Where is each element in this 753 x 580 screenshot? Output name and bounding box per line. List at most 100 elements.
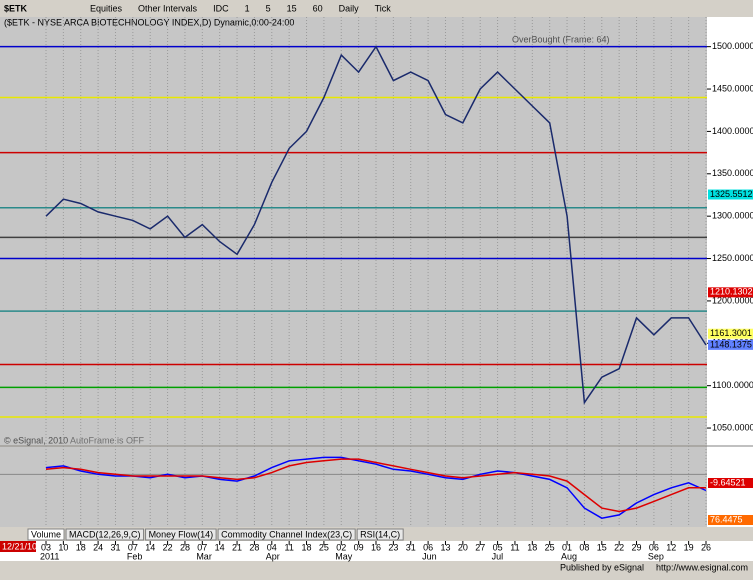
- y-tick-label: 1050.0000: [712, 422, 753, 432]
- y-tick-label: 1350.0000: [712, 168, 753, 178]
- price-label-box: [708, 189, 753, 200]
- toolbar-item[interactable]: Other Intervals: [138, 3, 198, 13]
- tab[interactable]: [65, 528, 145, 541]
- month-label: 2011: [40, 551, 59, 561]
- x-tick-label: 01: [562, 542, 572, 552]
- tab-label[interactable]: Volume: [31, 529, 61, 539]
- readout: -9.64521: [710, 477, 746, 487]
- tab[interactable]: [356, 528, 404, 541]
- y-tick-label: 1200.0000: [712, 295, 753, 305]
- x-tick-label: 10: [58, 542, 68, 552]
- x-tick-label: 23: [388, 542, 398, 552]
- annotation: AutoFrame is OFF: [70, 435, 145, 445]
- y-tick-label: 1500.0000: [712, 41, 753, 51]
- x-tick-label: 14: [145, 542, 155, 552]
- x-tick-label: 25: [545, 542, 555, 552]
- x-tick-label: 18: [527, 542, 537, 552]
- toolbar: [0, 0, 753, 16]
- x-tick-label: 27: [475, 542, 485, 552]
- start-date-box: [0, 541, 36, 552]
- annotation: OverBought (Frame: 64): [512, 34, 610, 44]
- x-tick-label: 19: [684, 542, 694, 552]
- series-line: [45, 45, 707, 405]
- x-tick-label: 05: [493, 542, 503, 552]
- x-tick-label: 12: [666, 542, 676, 552]
- tab-label[interactable]: MACD(12,26,9,C): [69, 529, 141, 539]
- toolbar-item[interactable]: Tick: [375, 3, 392, 13]
- x-tick-label: 06: [649, 542, 659, 552]
- url: http://www.esignal.com: [656, 562, 748, 572]
- x-tick-label: 09: [354, 542, 364, 552]
- month-label: Jul: [492, 551, 504, 561]
- chart-title: ($ETK - NYSE ARCA BIOTECHNOLOGY INDEX,D)…: [4, 17, 294, 27]
- x-tick-label: 03: [41, 542, 51, 552]
- footer: [0, 561, 753, 575]
- x-tick-label: 11: [284, 542, 293, 552]
- tab-label[interactable]: Commodity Channel Index(23,C): [221, 529, 352, 539]
- start-date: 12/21/10: [2, 541, 37, 551]
- date-axis: [0, 541, 753, 561]
- price-label-box: [708, 287, 753, 298]
- y-tick-label: 1300.0000: [712, 211, 753, 221]
- x-tick-label: 07: [128, 542, 138, 552]
- x-tick-label: 26: [701, 542, 711, 552]
- x-tick-label: 08: [579, 542, 589, 552]
- toolbar-item[interactable]: Daily: [339, 3, 360, 13]
- price-label-box: [708, 328, 753, 339]
- price-axis: [707, 17, 753, 527]
- x-tick-label: 22: [163, 542, 173, 552]
- x-tick-label: 20: [458, 542, 468, 552]
- month-label: Jun: [422, 551, 437, 561]
- month-label: May: [335, 551, 353, 561]
- month-label: Mar: [196, 551, 212, 561]
- tab-label[interactable]: Money Flow(14): [149, 529, 214, 539]
- toolbar-item[interactable]: 5: [266, 3, 271, 13]
- y-tick-label: 1250.0000: [712, 253, 753, 263]
- x-tick-label: 28: [180, 542, 190, 552]
- toolbar-item[interactable]: Equities: [90, 3, 123, 13]
- x-tick-label: 16: [371, 542, 381, 552]
- annotation: © eSignal, 2010: [4, 435, 68, 445]
- readout-box: [708, 515, 753, 525]
- symbol[interactable]: $ETK: [4, 3, 28, 13]
- month-label: Apr: [266, 551, 280, 561]
- x-tick-label: 18: [76, 542, 86, 552]
- x-tick-label: 21: [232, 542, 242, 552]
- y-tick-label: 1100.0000: [712, 380, 753, 390]
- x-tick-label: 31: [110, 542, 120, 552]
- y-tick-label: 1450.0000: [712, 83, 753, 93]
- x-tick-label: 22: [614, 542, 624, 552]
- toolbar-item[interactable]: IDC: [213, 3, 229, 13]
- month-label: Feb: [127, 551, 143, 561]
- tab-label[interactable]: RSI(14,C): [360, 529, 400, 539]
- toolbar-item[interactable]: 15: [287, 3, 297, 13]
- toolbar-item[interactable]: 60: [313, 3, 323, 13]
- tab[interactable]: [145, 528, 217, 541]
- x-tick-label: 04: [267, 542, 277, 552]
- tab[interactable]: [217, 528, 356, 541]
- series-line: [45, 458, 706, 513]
- x-tick-label: 28: [249, 542, 259, 552]
- tab[interactable]: [27, 528, 65, 541]
- publisher: Published by eSignal: [560, 562, 644, 572]
- toolbar-item[interactable]: 1: [245, 3, 250, 13]
- x-tick-label: 29: [632, 542, 642, 552]
- readout-box: [708, 478, 753, 488]
- month-label: Aug: [561, 551, 577, 561]
- x-tick-label: 25: [319, 542, 329, 552]
- x-tick-label: 02: [336, 542, 346, 552]
- x-tick-label: 11: [510, 542, 519, 552]
- x-tick-label: 06: [423, 542, 433, 552]
- month-label: Sep: [648, 551, 664, 561]
- price-label: 1210.1302: [710, 287, 753, 297]
- y-tick-label: 1400.0000: [712, 126, 753, 136]
- price-label: 1148.1375: [710, 339, 752, 349]
- x-tick-label: 15: [597, 542, 607, 552]
- x-tick-label: 14: [215, 542, 225, 552]
- x-tick-label: 13: [440, 542, 450, 552]
- x-tick-label: 31: [406, 542, 416, 552]
- price-label: 1325.5512: [710, 189, 753, 199]
- x-tick-label: 07: [197, 542, 207, 552]
- x-tick-label: 18: [302, 542, 312, 552]
- price-label: 1161.3001: [710, 328, 752, 338]
